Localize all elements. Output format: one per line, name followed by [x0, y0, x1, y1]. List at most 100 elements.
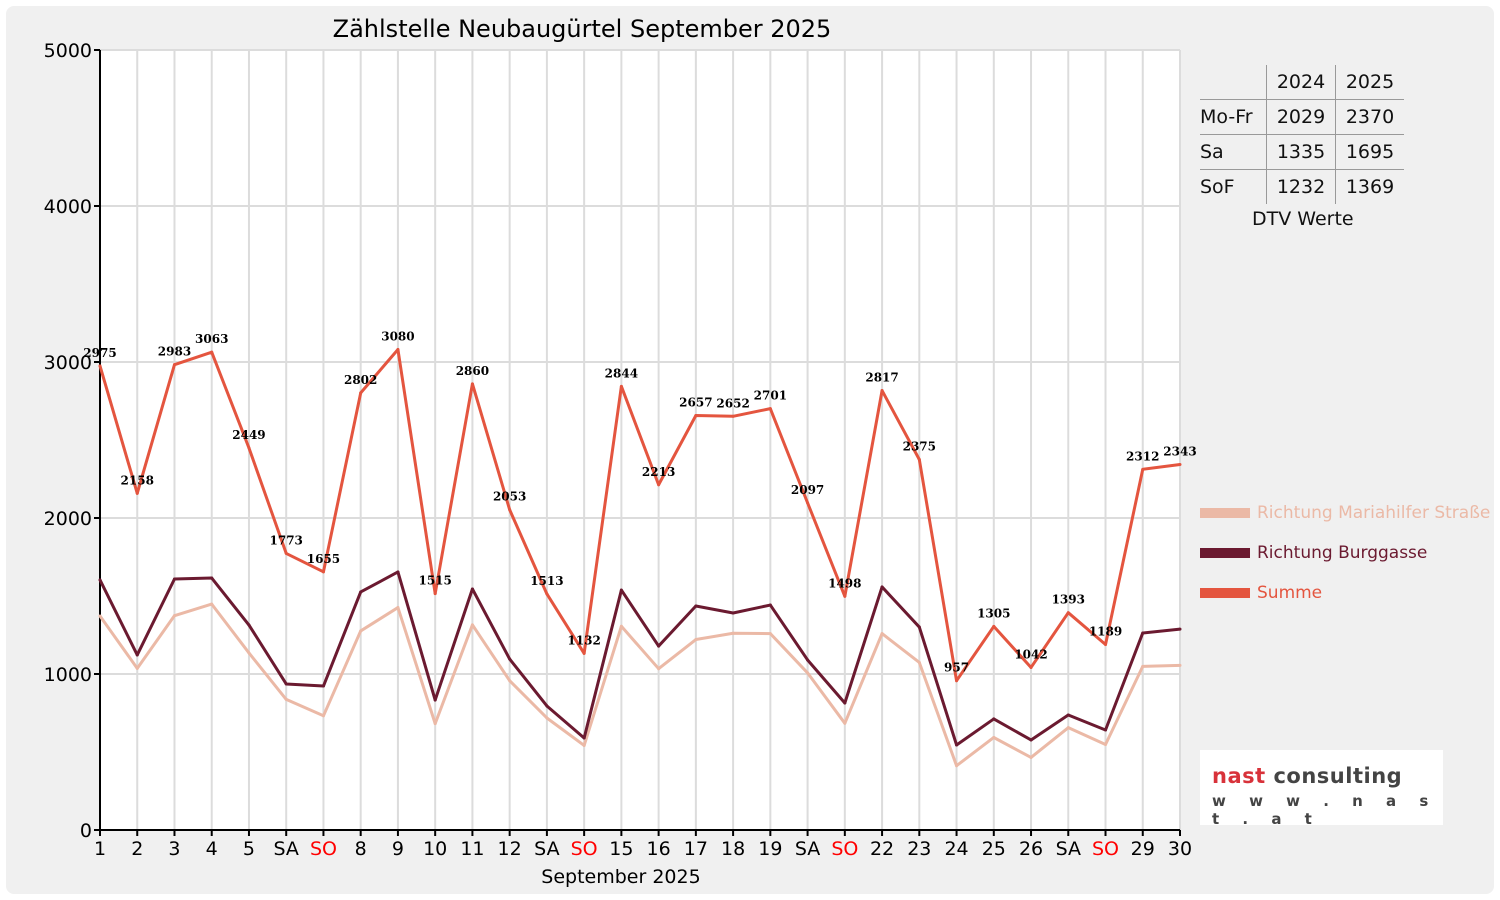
x-tick-label: 12	[498, 838, 522, 860]
data-point	[955, 743, 959, 747]
dtv-row-label: Mo-Fr	[1200, 99, 1267, 135]
data-point	[359, 391, 363, 395]
x-tick-label: SO	[1092, 838, 1119, 860]
data-point	[433, 698, 437, 702]
x-tick-label: 16	[647, 838, 671, 860]
data-point	[731, 611, 735, 615]
dtv-header-blank	[1200, 65, 1267, 100]
data-label: 1498	[828, 576, 861, 590]
legend-item-summe: Summe	[1200, 573, 1490, 613]
data-point	[880, 585, 884, 589]
data-point	[359, 629, 363, 633]
x-tick-label: 4	[206, 838, 218, 860]
dtv-value-2025: 1369	[1335, 169, 1404, 204]
data-point	[1178, 627, 1182, 631]
data-point	[1066, 726, 1070, 730]
data-point	[694, 638, 698, 642]
data-point	[396, 606, 400, 610]
x-tick-label: 8	[355, 838, 367, 860]
data-label: 2657	[679, 396, 712, 410]
data-point	[135, 653, 139, 657]
data-point	[545, 704, 549, 708]
legend-swatch	[1200, 508, 1250, 518]
series-line-1	[98, 570, 1181, 747]
data-point	[545, 716, 549, 720]
data-point	[768, 603, 772, 607]
data-point	[172, 577, 176, 581]
x-tick-label: SA	[795, 838, 820, 860]
data-point	[508, 679, 512, 683]
dtv-header-2025: 2025	[1335, 65, 1404, 100]
x-tick-label: 1	[94, 838, 106, 860]
data-point	[396, 348, 400, 352]
data-label: 3063	[195, 332, 228, 346]
data-point	[768, 632, 772, 636]
y-tick-label: 3000	[44, 352, 92, 374]
data-point	[210, 576, 214, 580]
legend-label: Richtung Burggasse	[1257, 543, 1428, 563]
data-point	[917, 458, 921, 461]
data-point	[619, 384, 623, 388]
data-point	[1141, 467, 1145, 471]
data-point	[284, 551, 288, 555]
data-point	[1066, 713, 1070, 717]
data-point	[843, 721, 847, 725]
x-tick-label: 9	[392, 838, 404, 860]
x-tick-label: 17	[684, 838, 708, 860]
data-label: 2802	[344, 373, 377, 387]
data-label: 1515	[418, 574, 451, 588]
data-point	[992, 735, 996, 739]
data-point	[955, 679, 959, 683]
series-line-2	[98, 348, 1181, 683]
nast-consulting-logo: nast consulting w w w . n a s t . a t	[1200, 750, 1443, 828]
dtv-value-2025: 1695	[1335, 134, 1404, 170]
data-point	[508, 657, 512, 661]
dtv-row: SoF 1232 1369	[1200, 169, 1404, 204]
data-label: 1655	[307, 552, 340, 566]
data-point	[98, 364, 102, 368]
data-point	[917, 625, 921, 629]
data-point	[247, 446, 251, 450]
data-point	[433, 592, 437, 596]
dtv-row-label: Sa	[1200, 134, 1267, 170]
dtv-caption: DTV Werte	[1252, 208, 1354, 230]
data-label: 2312	[1126, 449, 1159, 463]
data-point	[98, 614, 102, 618]
data-point	[1029, 755, 1033, 759]
data-point	[582, 736, 586, 740]
x-tick-label: 5	[243, 838, 255, 860]
data-point	[806, 501, 810, 505]
data-point	[731, 631, 735, 635]
data-point	[470, 587, 474, 591]
data-label: 2053	[493, 490, 526, 504]
data-point	[1141, 631, 1145, 635]
y-tick-label: 4000	[44, 196, 92, 218]
legend: Richtung Mariahilfer Straße Richtung Bur…	[1200, 493, 1490, 613]
legend-label: Richtung Mariahilfer Straße	[1257, 503, 1491, 523]
data-label: 1189	[1089, 625, 1122, 639]
data-point	[806, 658, 810, 662]
x-tick-label: 24	[944, 838, 968, 860]
data-point	[917, 660, 921, 664]
legend-swatch	[1200, 548, 1250, 558]
legend-label: Summe	[1257, 583, 1323, 603]
data-point	[619, 624, 623, 628]
x-tick-label: 18	[721, 838, 745, 860]
data-label: 1773	[270, 533, 303, 547]
x-tick-label: SA	[273, 838, 298, 860]
data-point	[694, 414, 698, 418]
data-point	[1029, 738, 1033, 742]
data-point	[1066, 611, 1070, 615]
data-point	[657, 644, 661, 648]
data-label: 2449	[232, 428, 265, 442]
data-point	[284, 697, 288, 701]
data-point	[619, 588, 623, 592]
data-label: 1513	[530, 574, 563, 588]
x-tick-label: 29	[1131, 838, 1155, 860]
y-tick-label: 2000	[44, 508, 92, 530]
data-point	[247, 651, 251, 655]
x-tick-label: SA	[1056, 838, 1081, 860]
data-point	[470, 623, 474, 627]
x-axis-title: September 2025	[541, 866, 700, 888]
